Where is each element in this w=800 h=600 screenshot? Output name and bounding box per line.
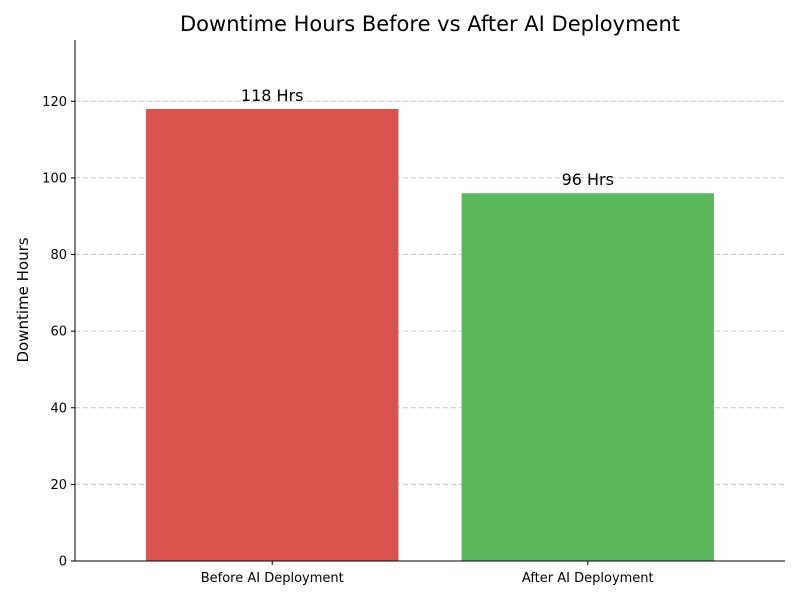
y-tick-label: 80 [50,248,67,263]
y-axis-label: Downtime Hours [14,237,32,362]
data-labels: 118 Hrs 96 Hrs [241,86,614,189]
y-axis-ticks: 0 20 40 60 80 100 120 [42,95,75,570]
y-tick-label: 100 [42,171,67,186]
y-tick-label: 120 [42,95,67,110]
bar [461,193,714,561]
axes [74,40,785,562]
bar-value-label: 96 Hrs [562,170,614,189]
bar-value-label: 118 Hrs [241,86,304,105]
y-tick-label: 0 [59,555,67,570]
gridlines [75,100,785,485]
bar [146,108,399,562]
x-tick-label: After AI Deployment [522,571,654,586]
bars [146,108,714,562]
x-tick-label: Before AI Deployment [201,571,344,586]
y-tick-label: 40 [50,401,67,416]
chart-title: Downtime Hours Before vs After AI Deploy… [180,12,680,36]
x-axis-ticks: Before AI Deployment After AI Deployment [201,561,654,586]
y-tick-label: 20 [50,478,67,493]
y-tick-label: 60 [50,325,67,340]
